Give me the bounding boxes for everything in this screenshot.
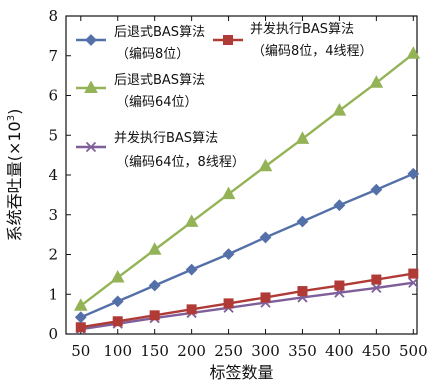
data-point-square	[223, 35, 233, 45]
legend-label-line2: （编码8位，4线程）	[252, 44, 373, 59]
y-axis-label-exponent: 3	[6, 115, 17, 121]
legend-label-line1: 并发执行BAS算法	[114, 130, 218, 146]
legend-label-line1: 并发执行BAS算法	[250, 21, 354, 37]
data-point-diamond	[333, 199, 346, 212]
data-point-square	[408, 268, 419, 279]
legend-label-line1: 后退式BAS算法	[114, 73, 205, 88]
legend-entry-2: 并发执行BAS算法 （编码8位，4线程）	[213, 21, 373, 59]
data-point-diamond	[296, 215, 309, 228]
data-point-x	[371, 282, 382, 294]
data-point-square	[75, 322, 86, 333]
x-tick-label: 350	[288, 342, 317, 360]
y-tick-label: 6	[48, 87, 58, 105]
x-tick-label: 100	[103, 342, 132, 360]
data-point-triangle	[84, 80, 98, 93]
y-tick-label: 4	[48, 166, 58, 184]
data-point-square	[371, 274, 382, 285]
series-group	[73, 46, 421, 335]
series-1	[74, 167, 420, 324]
data-point-diamond	[407, 167, 420, 180]
series-line	[80, 52, 415, 307]
data-point-triangle	[147, 242, 162, 255]
data-point-triangle	[73, 298, 88, 311]
data-point-diamond	[259, 231, 272, 244]
y-tick-label: 2	[48, 246, 58, 264]
y-axis-label-unit: (×10	[5, 121, 24, 161]
legend-label-line2: （编码64位，8线程）	[116, 155, 245, 170]
data-point-diamond	[74, 311, 87, 324]
y-tick-label: 3	[48, 206, 58, 224]
x-axis-label: 标签数量	[209, 363, 273, 382]
x-tick-label: 150	[140, 342, 169, 360]
legend-label-line2: （编码8位）	[116, 47, 189, 62]
data-point-triangle	[369, 75, 384, 88]
data-point-triangle	[295, 131, 310, 144]
data-point-square	[260, 292, 271, 303]
x-tick-label: 50	[71, 342, 90, 360]
data-point-square	[223, 298, 234, 309]
data-point-diamond	[185, 263, 198, 276]
x-tick-label: 250	[214, 342, 243, 360]
data-point-triangle	[184, 214, 199, 227]
data-point-triangle	[258, 158, 273, 172]
data-point-square	[334, 280, 345, 291]
y-tick-label: 7	[48, 47, 58, 65]
y-tick-label: 8	[48, 7, 58, 25]
data-point-diamond	[111, 295, 124, 308]
data-point-diamond	[148, 279, 161, 292]
data-point-square	[112, 316, 123, 327]
legend-entry-1: 后退式BAS算法 （编码8位）	[76, 25, 205, 62]
y-tick-label: 5	[48, 126, 58, 144]
series-line	[80, 272, 414, 329]
legend: 后退式BAS算法 （编码8位） 并发执行BAS算法 （编码8位，4线程） 后退式BAS算…	[76, 21, 373, 170]
data-point-x	[85, 141, 97, 153]
series-2	[75, 268, 419, 333]
series-4	[75, 277, 419, 335]
x-tick-label: 450	[362, 342, 391, 360]
y-axis-label: 系统吞吐量(×103)	[5, 109, 24, 242]
y-tick-label: 0	[48, 325, 58, 343]
plot-frame	[65, 15, 418, 335]
data-point-triangle	[332, 103, 347, 116]
data-point-diamond	[222, 248, 235, 261]
x-tick-label: 500	[399, 342, 428, 360]
legend-entry-4: 并发执行BAS算法 （编码64位，8线程）	[76, 130, 245, 170]
legend-entry-3: 后退式BAS算法 （编码64位）	[76, 73, 205, 110]
tick-labels: 0 1 2 3 4 5 6 7 8 50 100 150 200 250 300 350 400 450 500	[48, 7, 427, 360]
y-axis-label-main: 系统吞吐量	[5, 161, 24, 241]
y-tick-label: 1	[48, 285, 58, 303]
x-tick-label: 400	[325, 342, 354, 360]
series-3	[73, 46, 421, 311]
legend-label-line2: （编码64位）	[116, 95, 198, 110]
data-point-square	[297, 286, 308, 297]
data-point-triangle	[110, 270, 125, 283]
data-point-triangle	[221, 186, 236, 200]
data-point-diamond	[370, 183, 383, 196]
data-point-triangle	[406, 46, 421, 59]
data-point-square	[149, 310, 160, 321]
x-tick-label: 200	[177, 342, 206, 360]
x-tick-label: 300	[251, 342, 280, 360]
y-axis-label-close: )	[5, 109, 24, 115]
series-line	[80, 172, 414, 319]
data-point-diamond	[85, 34, 97, 46]
series-line	[80, 281, 414, 331]
data-point-x	[408, 277, 419, 288]
data-point-square	[186, 304, 197, 315]
legend-label-line1: 后退式BAS算法	[114, 25, 205, 40]
axes	[65, 15, 418, 335]
